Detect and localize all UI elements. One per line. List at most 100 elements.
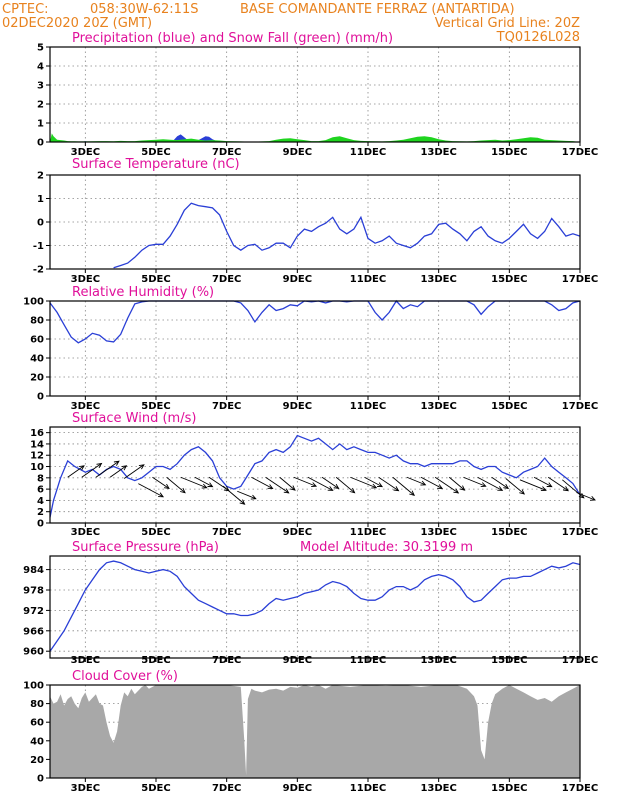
header-grid-line: Vertical Grid Line: 20Z <box>435 16 580 31</box>
y-tick-label: -2 <box>33 265 44 276</box>
wind-arrow-head <box>164 483 170 489</box>
wind-arrow-shaft <box>335 476 355 494</box>
y-tick-label: 16 <box>30 428 44 439</box>
x-tick-label: 3DEC <box>71 274 100 285</box>
wind-arrow-head <box>239 499 246 505</box>
wind-arrow-shaft <box>477 476 503 491</box>
y-tick-label: 20 <box>30 373 44 384</box>
x-tick-label: 13DEC <box>420 274 456 285</box>
x-tick-label: 13DEC <box>420 401 456 412</box>
header-station: BASE COMANDANTE FERRAZ (ANTARTIDA) <box>240 2 515 17</box>
panel-title: Surface Pressure (hPa) <box>72 540 219 555</box>
wind-arrow-head <box>79 465 85 471</box>
wind-arrow-shaft <box>321 476 339 489</box>
x-tick-label: 15DEC <box>491 401 527 412</box>
wind-arrow-head <box>207 482 214 488</box>
x-tick-label: 7DEC <box>212 147 241 158</box>
panel-title: Surface Temperature (nC) <box>72 157 240 172</box>
x-tick-label: 7DEC <box>212 655 241 666</box>
wind-arrow-shaft <box>392 476 415 496</box>
wind-arrow-shaft <box>350 476 377 489</box>
wind-arrow-head <box>459 485 466 491</box>
wind-arrow-shaft <box>81 463 102 478</box>
x-tick-label: 5DEC <box>141 783 170 794</box>
wind-arrow-shaft <box>180 476 207 489</box>
wind-arrow-head <box>589 496 596 501</box>
x-tick-label: 11DEC <box>350 527 386 538</box>
y-tick-label: 6 <box>37 485 44 496</box>
series-line-1 <box>113 202 581 269</box>
panel-2: -2 -1 0 1 2 3DEC 5DEC 7DEC 9DEC 11DEC 13DEC 15DEC 17… <box>33 157 598 285</box>
y-tick-label: 5 <box>37 43 44 54</box>
wind-arrow-head <box>393 486 400 492</box>
x-tick-label: 11DEC <box>350 147 386 158</box>
x-tick-label: 17DEC <box>562 527 598 538</box>
panel-frame <box>49 46 581 143</box>
wind-arrow-shaft <box>533 476 552 488</box>
wind-arrow-head <box>420 480 427 486</box>
y-tick-label: 80 <box>30 699 44 710</box>
x-tick-label: 7DEC <box>212 401 241 412</box>
series-line-1 <box>49 299 581 344</box>
wind-arrow-head <box>158 492 165 498</box>
y-tick-label: 12 <box>30 451 44 462</box>
wind-arrow-shaft <box>237 490 256 500</box>
wind-arrow-head <box>546 482 553 488</box>
y-tick-label: 966 <box>23 626 44 637</box>
wind-arrow-head <box>453 488 460 494</box>
x-tick-label: 13DEC <box>420 147 456 158</box>
y-tick-label: 60 <box>30 718 44 729</box>
x-tick-label: 13DEC <box>420 527 456 538</box>
y-tick-label: 40 <box>30 736 44 747</box>
panel-frame <box>49 555 581 659</box>
panel-title: Relative Humidity (%) <box>72 285 214 300</box>
wind-arrow-shaft <box>109 465 127 478</box>
x-tick-label: 17DEC <box>562 147 598 158</box>
wind-arrow-head <box>519 489 526 495</box>
y-tick-label: 60 <box>30 335 44 346</box>
wind-arrow-shaft <box>251 476 273 489</box>
wind-arrow-head <box>437 484 444 489</box>
x-tick-label: 3DEC <box>71 147 100 158</box>
y-tick-label: 972 <box>23 606 44 617</box>
y-tick-label: 80 <box>30 316 44 327</box>
wind-arrow-head <box>289 485 296 491</box>
wind-arrow-shaft <box>448 476 465 491</box>
wind-arrow-shaft <box>463 476 486 487</box>
x-tick-label: 9DEC <box>283 401 312 412</box>
series-area-2 <box>50 133 580 142</box>
x-tick-label: 9DEC <box>283 655 312 666</box>
y-tick-label: 0 <box>37 138 44 149</box>
x-tick-label: 17DEC <box>562 655 598 666</box>
y-tick-label: 0 <box>37 774 44 785</box>
wind-arrow-shaft <box>406 476 426 486</box>
wind-arrow-shaft <box>434 476 459 494</box>
panel-1: 0 1 2 3 4 5 3DEC 5DEC 7DEC 9DEC 11DEC 13DEC 15DEC 17D… <box>37 31 598 158</box>
x-tick-label: 9DEC <box>283 783 312 794</box>
x-tick-label: 15DEC <box>491 527 527 538</box>
wind-arrow-shaft <box>505 478 525 495</box>
wind-arrow-head <box>96 462 103 469</box>
wind-arrow-shaft <box>364 476 383 488</box>
panel-5: 960 966 972 978 984 3DEC 5DEC 7DEC 9DEC 11DEC 13DE… <box>23 540 598 666</box>
x-tick-label: 3DEC <box>71 655 100 666</box>
y-tick-label: 978 <box>23 586 44 597</box>
x-tick-label: 15DEC <box>491 274 527 285</box>
wind-arrow-shaft <box>265 476 289 494</box>
header-model: TQ0126L028 <box>496 30 580 45</box>
wind-arrow-head <box>409 490 416 496</box>
panel-subtitle: Model Altitude: 30.3199 m <box>300 540 473 555</box>
wind-arrow-shaft <box>307 476 333 491</box>
x-tick-label: 9DEC <box>283 274 312 285</box>
panel-title: Cloud Cover (%) <box>72 669 178 684</box>
y-tick-label: 20 <box>30 755 44 766</box>
wind-arrow-head <box>480 482 487 488</box>
y-tick-label: 0 <box>37 519 44 530</box>
x-tick-label: 17DEC <box>562 274 598 285</box>
panel-frame <box>49 426 581 524</box>
y-tick-label: 100 <box>23 297 44 308</box>
y-tick-label: 0 <box>37 392 44 403</box>
x-tick-label: 5DEC <box>141 274 170 285</box>
